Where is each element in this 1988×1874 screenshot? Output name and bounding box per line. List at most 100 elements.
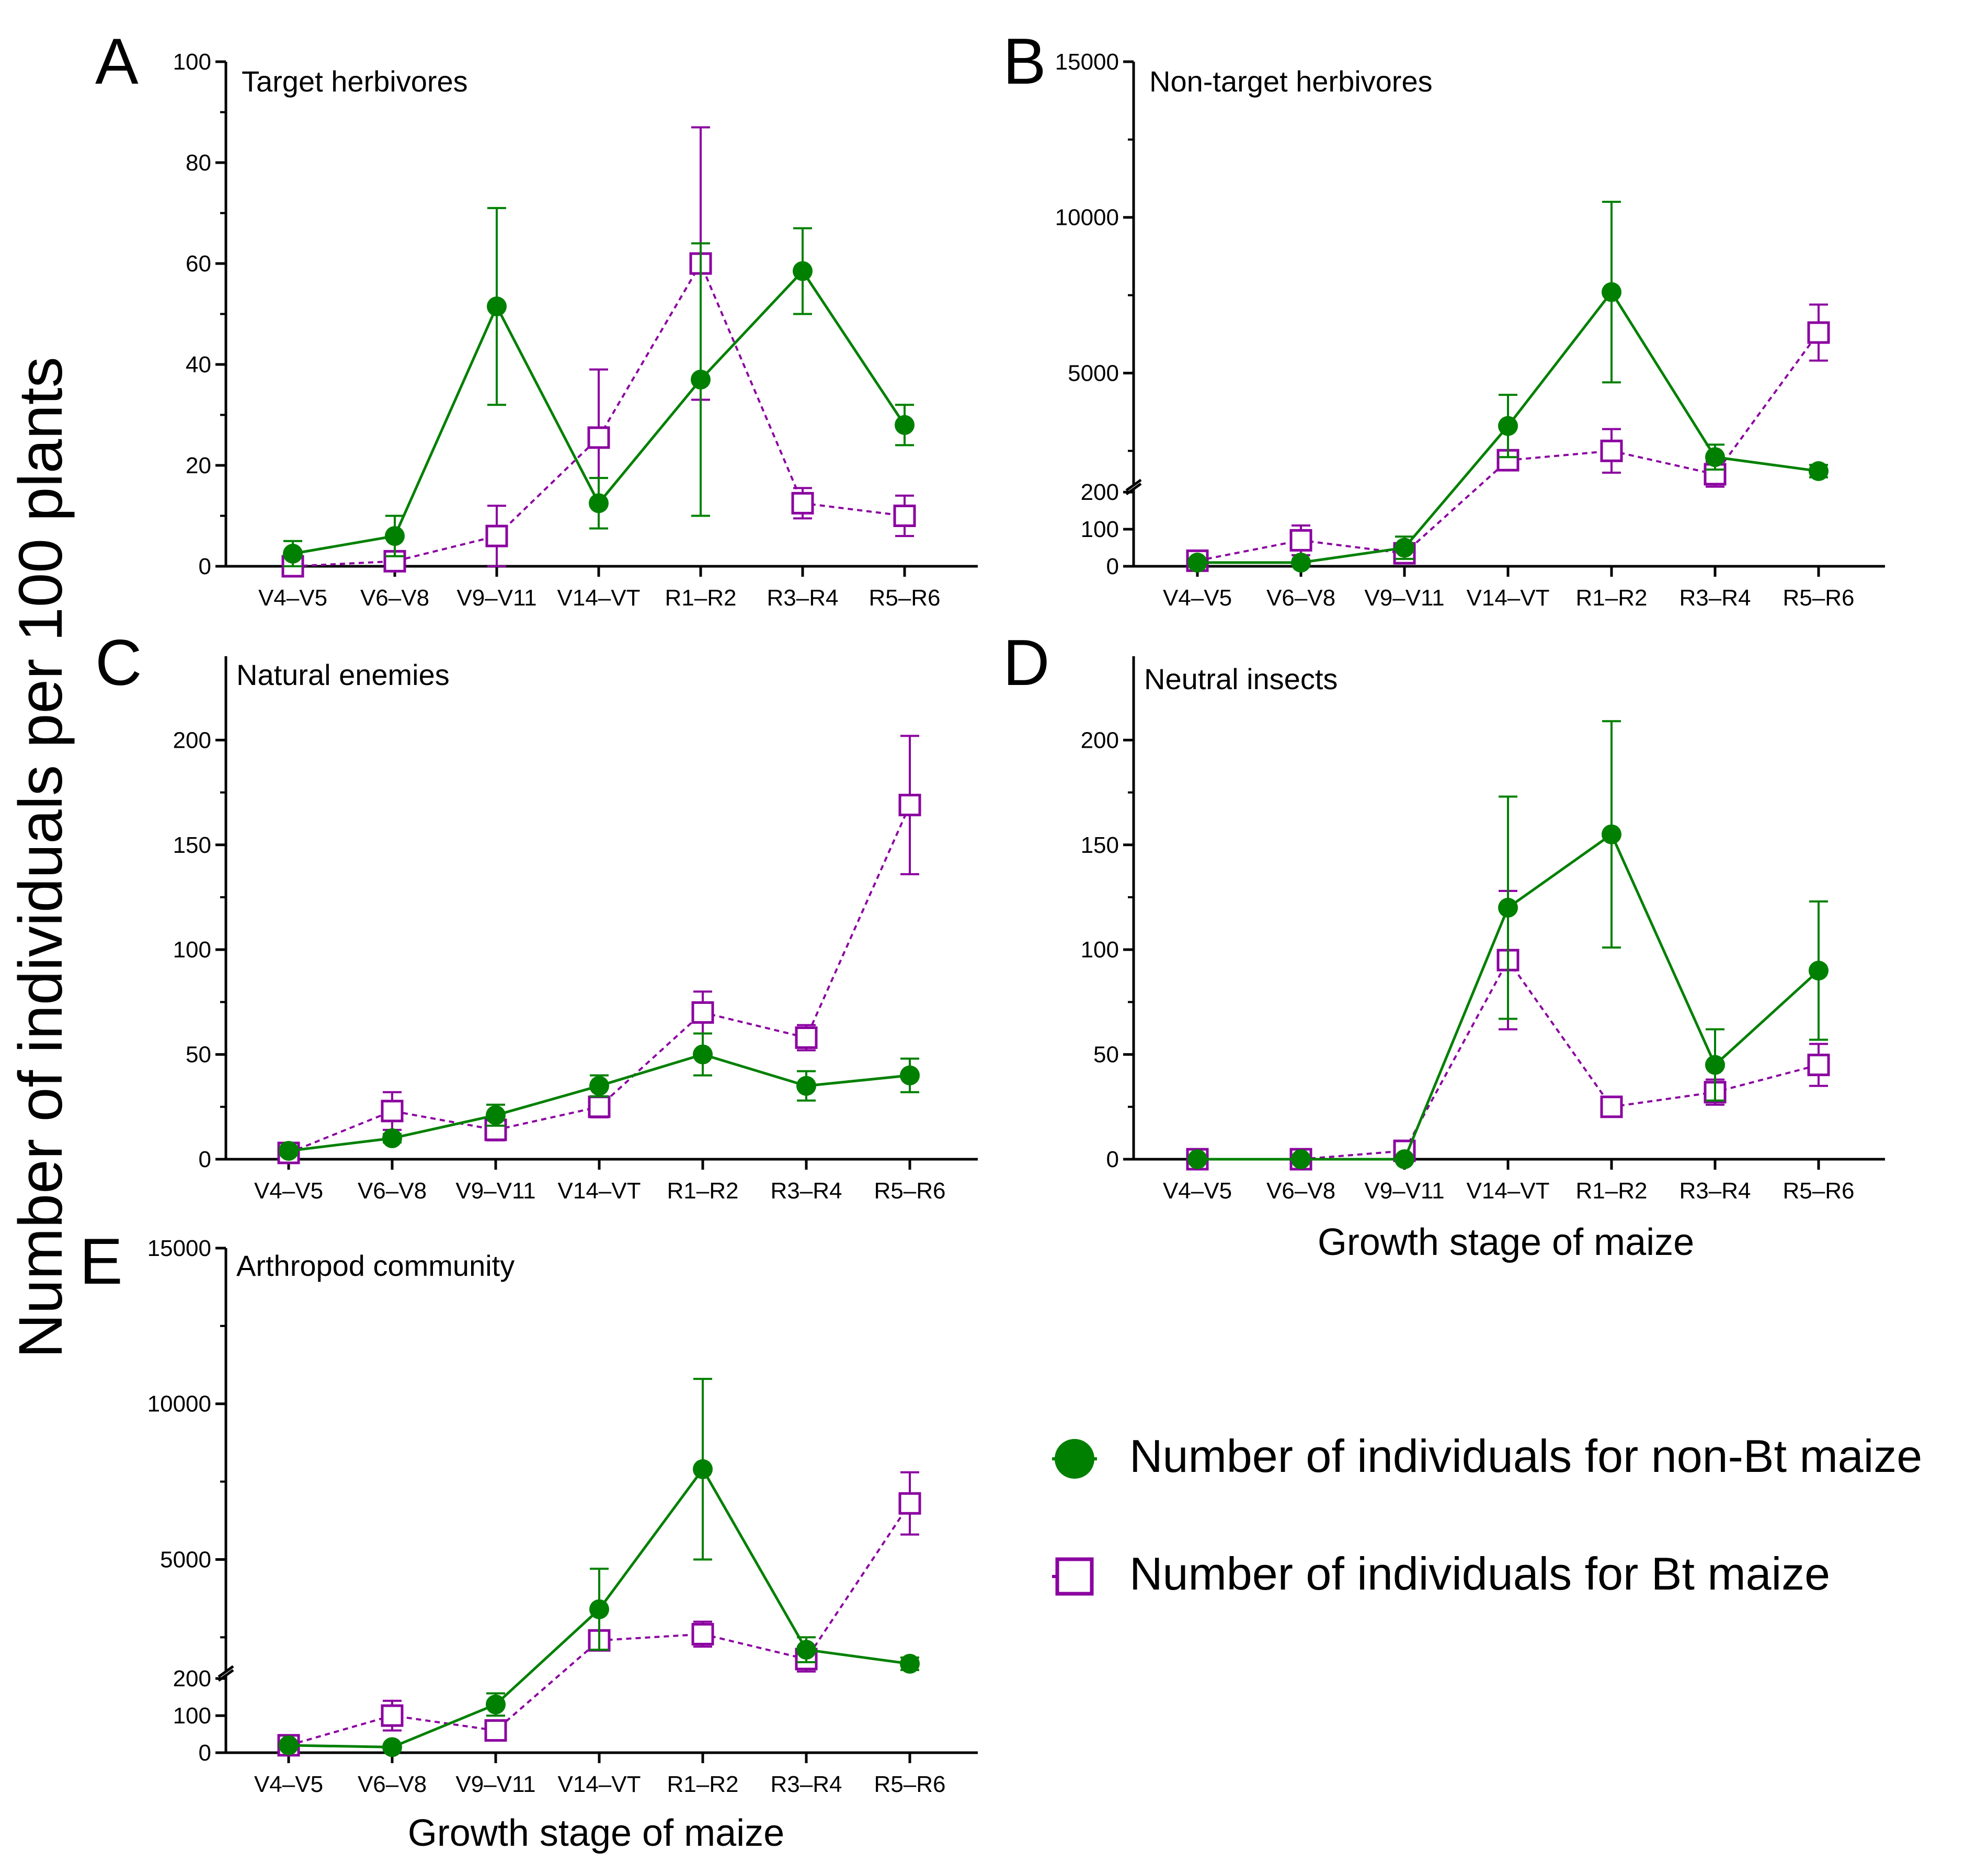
nonbt-data-point xyxy=(1187,552,1207,573)
nonbt-data-point xyxy=(796,1640,816,1660)
y-tick-label: 100 xyxy=(173,49,211,75)
x-tick-label: V4–V5 xyxy=(258,585,327,611)
nonbt-data-point xyxy=(1187,1149,1207,1169)
x-tick-label: R1–R2 xyxy=(1576,585,1648,611)
x-tick-label: R5–R6 xyxy=(869,585,941,611)
y-tick-label: 200 xyxy=(173,727,211,753)
x-tick-label: V6–V8 xyxy=(358,1178,427,1204)
panel-letter: A xyxy=(95,26,139,98)
x-axis-label-bottom: Growth stage of maize xyxy=(408,1812,784,1854)
legend-nonbt-dot xyxy=(1055,1439,1094,1479)
x-tick-label: R3–R4 xyxy=(771,1178,842,1204)
y-tick-label: 200 xyxy=(1081,479,1119,505)
nonbt-data-point xyxy=(693,1459,713,1479)
bt-data-point xyxy=(1807,321,1830,344)
bt-data-point xyxy=(587,426,610,449)
series-nonbt xyxy=(1187,200,1829,573)
series-bt xyxy=(277,735,921,1164)
nonbt-data-point xyxy=(1602,282,1621,302)
bt-data-point xyxy=(1807,1054,1830,1077)
nonbt-data-point xyxy=(486,1105,506,1125)
y-tick-label: 100 xyxy=(173,1703,211,1729)
x-tick-label: V9–V11 xyxy=(1364,1178,1444,1204)
legend-bt-marker xyxy=(1052,1557,1097,1596)
bt-data-point xyxy=(691,1622,714,1646)
series-nonbt xyxy=(279,1032,920,1161)
panel-c: C Natural enemies 0 50 100 150 200 V4–V5 V6–V8 V9… xyxy=(95,627,978,1204)
x-axis-label-top: Growth stage of maize xyxy=(1318,1221,1694,1263)
nonbt-data-point xyxy=(1498,898,1518,918)
nonbt-data-point xyxy=(1809,461,1829,482)
y-tick-label: 0 xyxy=(199,1147,211,1172)
y-tick-label: 0 xyxy=(1106,1147,1119,1172)
nonbt-data-point xyxy=(589,493,609,513)
nonbt-data-point xyxy=(693,1044,713,1065)
x-tick-label: V6–V8 xyxy=(1266,1178,1335,1204)
legend: Number of individuals for non-Bt maize N… xyxy=(1052,1430,1922,1599)
y-tick-label: 200 xyxy=(1081,727,1119,753)
nonbt-data-point xyxy=(1809,961,1829,981)
y-tick-label: 20 xyxy=(186,453,211,478)
x-tick-label: R5–R6 xyxy=(1783,1178,1855,1204)
y-tick-label: 60 xyxy=(186,251,211,277)
x-tick-label: R3–R4 xyxy=(1679,1178,1751,1204)
axis-break-mark xyxy=(218,1665,234,1678)
panel-letter: D xyxy=(1003,627,1050,699)
series-nonbt xyxy=(283,207,915,567)
nonbt-data-point xyxy=(793,261,813,281)
x-tick-label: V9–V11 xyxy=(455,1772,535,1797)
y-tick-label: 200 xyxy=(173,1666,211,1692)
y-tick-label: 0 xyxy=(199,1740,211,1766)
series-nonbt xyxy=(279,1378,920,1757)
x-tick-label: R1–R2 xyxy=(665,585,737,611)
y-tick-label: 100 xyxy=(1081,517,1119,542)
panel-d: D Neutral insects 0 50 100 150 200 V4–V5 V6–V8 V9… xyxy=(1003,627,1885,1204)
panel-title: Natural enemies xyxy=(236,658,450,691)
panel-title: Neutral insects xyxy=(1144,662,1338,695)
nonbt-data-point xyxy=(589,1599,609,1619)
panel-letter: B xyxy=(1003,26,1046,98)
x-tick-label: R3–R4 xyxy=(771,1772,842,1797)
nonbt-data-point xyxy=(589,1076,609,1096)
panel-title: Arthropod community xyxy=(236,1249,515,1282)
bt-data-point xyxy=(484,1719,507,1742)
nonbt-data-point xyxy=(900,1065,920,1085)
bt-data-point xyxy=(381,1704,404,1727)
x-tick-label: R1–R2 xyxy=(1576,1178,1648,1204)
panels: A Target herbivores 0 20 40 60 80 100 V4–V5 V6–V8… xyxy=(79,26,1885,1797)
y-tick-label: 5000 xyxy=(160,1547,211,1572)
bt-data-point xyxy=(485,524,508,547)
y-tick-label: 10000 xyxy=(147,1391,211,1417)
bt-data-point xyxy=(691,1001,714,1024)
x-tick-label: V6–V8 xyxy=(358,1772,427,1797)
x-tick-label: V4–V5 xyxy=(1163,1178,1232,1204)
nonbt-data-point xyxy=(385,526,405,546)
x-tick-label: V14–VT xyxy=(1467,585,1550,611)
nonbt-data-point xyxy=(486,1694,506,1715)
y-tick-label: 15000 xyxy=(1055,49,1119,75)
y-tick-label: 150 xyxy=(1081,832,1119,858)
y-tick-label: 50 xyxy=(186,1042,211,1068)
x-tick-label: V9–V11 xyxy=(456,585,536,611)
axis-break-mark xyxy=(1125,478,1142,492)
x-tick-label: V9–V11 xyxy=(455,1178,535,1204)
y-tick-label: 100 xyxy=(1081,937,1119,963)
x-tick-label: V4–V5 xyxy=(254,1772,323,1797)
y-tick-label: 150 xyxy=(173,832,211,858)
nonbt-data-point xyxy=(796,1076,816,1096)
nonbt-data-point xyxy=(1395,538,1414,558)
x-tick-label: V6–V8 xyxy=(1266,585,1335,611)
y-tick-label: 10000 xyxy=(1055,205,1119,231)
bt-data-point xyxy=(898,1492,921,1515)
nonbt-data-point xyxy=(487,296,507,317)
x-tick-label: V14–VT xyxy=(558,1772,641,1797)
bt-data-point xyxy=(484,1118,507,1141)
x-tick-label: V4–V5 xyxy=(1163,585,1232,611)
legend-bt-label: Number of individuals for Bt maize xyxy=(1129,1548,1830,1599)
bt-data-point xyxy=(898,794,921,817)
bt-data-point xyxy=(791,492,814,515)
bt-data-point xyxy=(1289,529,1312,552)
bt-data-point xyxy=(1600,1095,1623,1118)
bt-data-point xyxy=(795,1026,818,1049)
x-tick-label: R3–R4 xyxy=(767,585,839,611)
